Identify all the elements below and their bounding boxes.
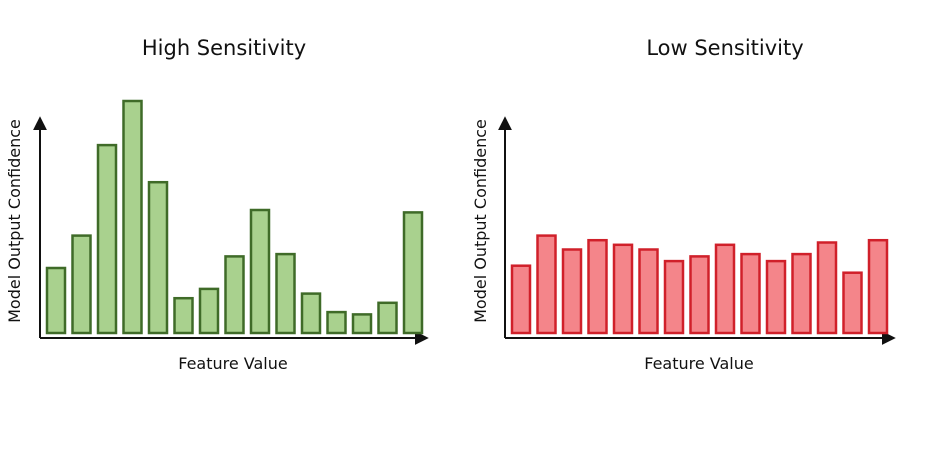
- bar-high-sensitivity-12: [326, 310, 347, 335]
- bar-low-sensitivity-1: [510, 264, 532, 335]
- bar-high-sensitivity-1: [45, 266, 67, 335]
- bar-low-sensitivity-4: [587, 238, 608, 335]
- bar-high-sensitivity-8: [224, 255, 245, 335]
- bar-low-sensitivity-8: [689, 255, 710, 335]
- bar-low-sensitivity-7: [663, 259, 685, 335]
- bar-high-sensitivity-15: [402, 211, 424, 335]
- bar-low-sensitivity-5: [612, 243, 634, 335]
- low-sensitivity-chart: Low Sensitivity Feature Value Model Outp…: [471, 36, 896, 373]
- bar-high-sensitivity-7: [198, 287, 220, 335]
- bar-low-sensitivity-9: [714, 243, 736, 335]
- chart-title-high-sensitivity: High Sensitivity: [142, 36, 306, 60]
- y-axis-label-high-sensitivity: Model Output Confidence: [5, 119, 24, 323]
- y-axis-label-low-sensitivity: Model Output Confidence: [471, 119, 490, 323]
- bar-low-sensitivity-3: [561, 248, 583, 335]
- bar-high-sensitivity-6: [173, 296, 194, 335]
- bar-high-sensitivity-3: [96, 143, 118, 335]
- bar-series-low-sensitivity: [510, 234, 889, 335]
- bar-low-sensitivity-12: [791, 252, 812, 335]
- bar-low-sensitivity-10: [740, 252, 761, 335]
- bar-high-sensitivity-5: [147, 180, 169, 335]
- bar-high-sensitivity-4: [122, 99, 143, 335]
- high-sensitivity-chart: High Sensitivity Feature Value Model Out…: [5, 36, 429, 373]
- chart-title-low-sensitivity: Low Sensitivity: [646, 36, 803, 60]
- bar-high-sensitivity-10: [275, 252, 296, 335]
- bar-low-sensitivity-14: [842, 271, 863, 335]
- bar-high-sensitivity-9: [249, 208, 271, 335]
- bar-high-sensitivity-14: [377, 301, 398, 335]
- bar-low-sensitivity-6: [638, 248, 659, 335]
- bar-low-sensitivity-2: [536, 234, 557, 335]
- bar-high-sensitivity-2: [71, 234, 92, 335]
- bar-low-sensitivity-13: [816, 241, 838, 335]
- bar-series-high-sensitivity: [45, 99, 424, 335]
- x-axis-label-low-sensitivity: Feature Value: [644, 354, 753, 373]
- bar-high-sensitivity-11: [300, 292, 322, 335]
- x-axis-label-high-sensitivity: Feature Value: [178, 354, 287, 373]
- bar-low-sensitivity-15: [867, 238, 889, 335]
- bar-high-sensitivity-13: [351, 313, 373, 335]
- bar-low-sensitivity-11: [765, 259, 787, 335]
